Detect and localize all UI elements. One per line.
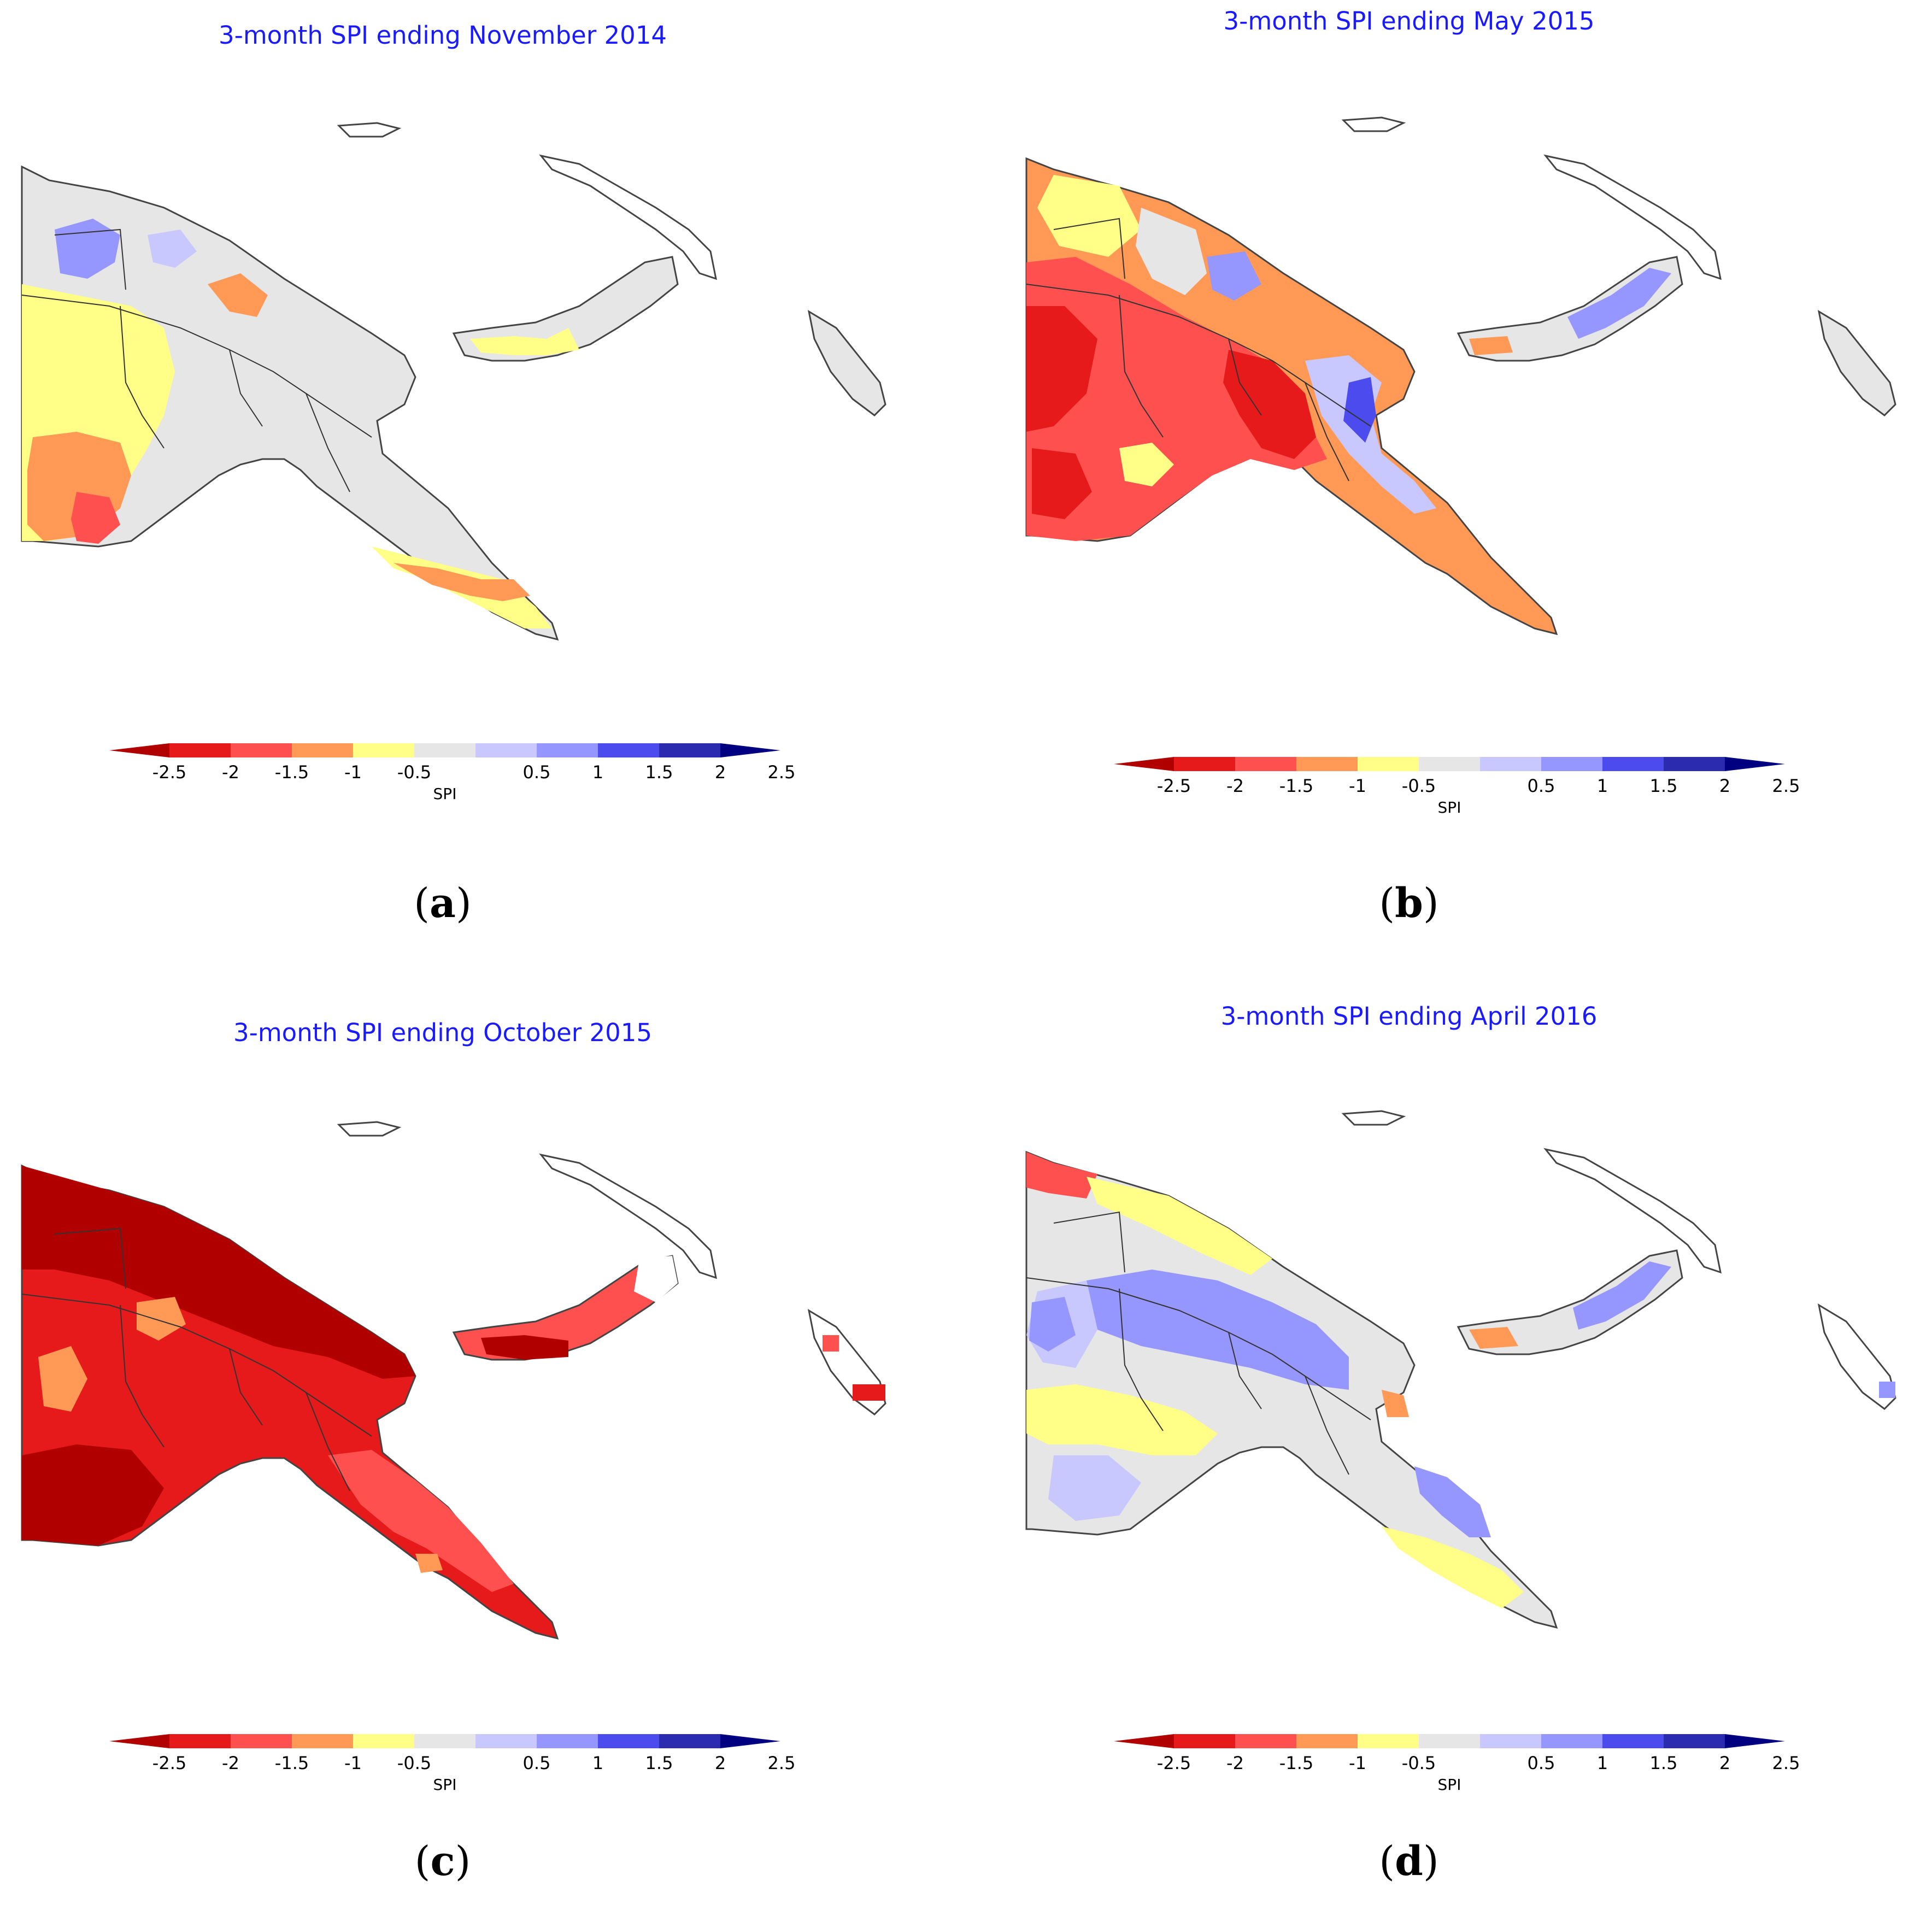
label-open: ( (414, 1838, 431, 1885)
new-britain-blue (1573, 1261, 1671, 1330)
region-red (71, 492, 120, 544)
bougainville (1817, 1303, 1896, 1410)
panel-title: 3-month SPI ending April 2016 (1220, 1002, 1598, 1031)
region-red (1026, 257, 1327, 541)
label-open: ( (414, 880, 430, 927)
region-blue (1305, 355, 1436, 514)
new-britain (1457, 256, 1683, 362)
new-ireland (1543, 1148, 1722, 1274)
panel-title: 3-month SPI ending May 2015 (1223, 7, 1595, 36)
bougainville-blue (1879, 1382, 1895, 1398)
region-orange-coast (1382, 1390, 1409, 1417)
region-orange-3 (415, 1554, 443, 1573)
region-orange (38, 1346, 87, 1412)
label-letter: d (1395, 1838, 1423, 1885)
mainland-base (1025, 1150, 1558, 1629)
bougainville-red (853, 1384, 885, 1401)
label-close: ) (1423, 1838, 1439, 1885)
provincial-borders (21, 1227, 372, 1491)
new-ireland (539, 1153, 717, 1279)
panel-b: 3-month SPI ending May 2015 -2.5 -2 -1.5 -1… (966, 0, 1932, 964)
region-red (328, 1450, 514, 1592)
label-close: ) (455, 880, 472, 927)
manus (337, 122, 402, 138)
region-grey (1136, 208, 1207, 295)
new-britain (452, 256, 679, 362)
region-blue-west (1029, 1297, 1076, 1352)
label-close: ) (1423, 880, 1439, 927)
label-letter: b (1395, 880, 1423, 927)
region-yellow (1037, 175, 1141, 257)
new-britain-white (634, 1256, 678, 1302)
new-ireland (539, 154, 717, 280)
spi-map (1025, 1110, 1896, 1629)
manus (1341, 1110, 1406, 1126)
bougainville (1817, 309, 1896, 416)
region-darkred-2 (1032, 448, 1092, 519)
region-yellow-coast (1382, 1526, 1524, 1608)
new-britain (1457, 1249, 1683, 1355)
region-lightblue-south (1048, 1455, 1141, 1521)
provincial-borders (21, 228, 372, 492)
panel-a: 3-month SPI ending November 2014 -2.5 -2-… (0, 0, 966, 964)
panel-title: 3-month SPI ending November 2014 (218, 21, 667, 50)
label-letter: c (430, 1838, 455, 1885)
manus (1341, 116, 1406, 132)
region-blue (1087, 1270, 1349, 1390)
panel-c: 3-month SPI ending October 2015 -2.5 -2 -1… (0, 964, 966, 1927)
region-darkred-3 (1223, 350, 1316, 459)
region-darkred-south (22, 1444, 164, 1546)
new-britain-orange (1469, 336, 1513, 355)
region-darkred (22, 1166, 415, 1379)
panel-title: 3-month SPI ending October 2015 (233, 1018, 653, 1047)
mainland (21, 165, 559, 641)
panel-label: (b) (966, 880, 1852, 927)
region-north-orange (208, 273, 268, 317)
label-open: ( (1379, 880, 1395, 927)
region-lightblue (148, 230, 197, 268)
region-coast-orange (394, 563, 530, 601)
region-darkred (1026, 306, 1097, 432)
spi-map (21, 1121, 886, 1640)
region-yellow-north (1087, 1177, 1272, 1275)
new-ireland (1543, 154, 1722, 280)
region-blue-east (1414, 1466, 1491, 1537)
region-blue-core (1343, 377, 1376, 443)
spi-map (1025, 116, 1896, 636)
new-britain-darkred (481, 1335, 568, 1360)
region-yellow-south (1026, 1384, 1218, 1455)
bougainville (807, 309, 886, 416)
new-britain-orange (1469, 1327, 1518, 1349)
label-letter: a (430, 880, 456, 927)
label-close: ) (455, 1838, 471, 1885)
panel-label: (c) (0, 1838, 885, 1885)
panel-d: 3-month SPI ending April 2016 -2.5 -2 -1.5… (966, 964, 1932, 1927)
bougainville-red-2 (823, 1335, 839, 1352)
region-lightyellow (1119, 443, 1174, 486)
panel-label: (a) (0, 880, 885, 927)
spi-map (21, 122, 886, 641)
panel-label: (d) (966, 1838, 1852, 1885)
provincial-borders (1026, 218, 1371, 481)
manus (337, 1121, 402, 1137)
region-red-north (1026, 1152, 1097, 1198)
new-britain-yellow (470, 328, 579, 355)
label-open: ( (1379, 1838, 1395, 1885)
region-orange-2 (137, 1297, 186, 1341)
region-blue-north (1207, 251, 1261, 301)
provincial-borders (1026, 1211, 1371, 1475)
new-britain-blue (1567, 268, 1671, 339)
